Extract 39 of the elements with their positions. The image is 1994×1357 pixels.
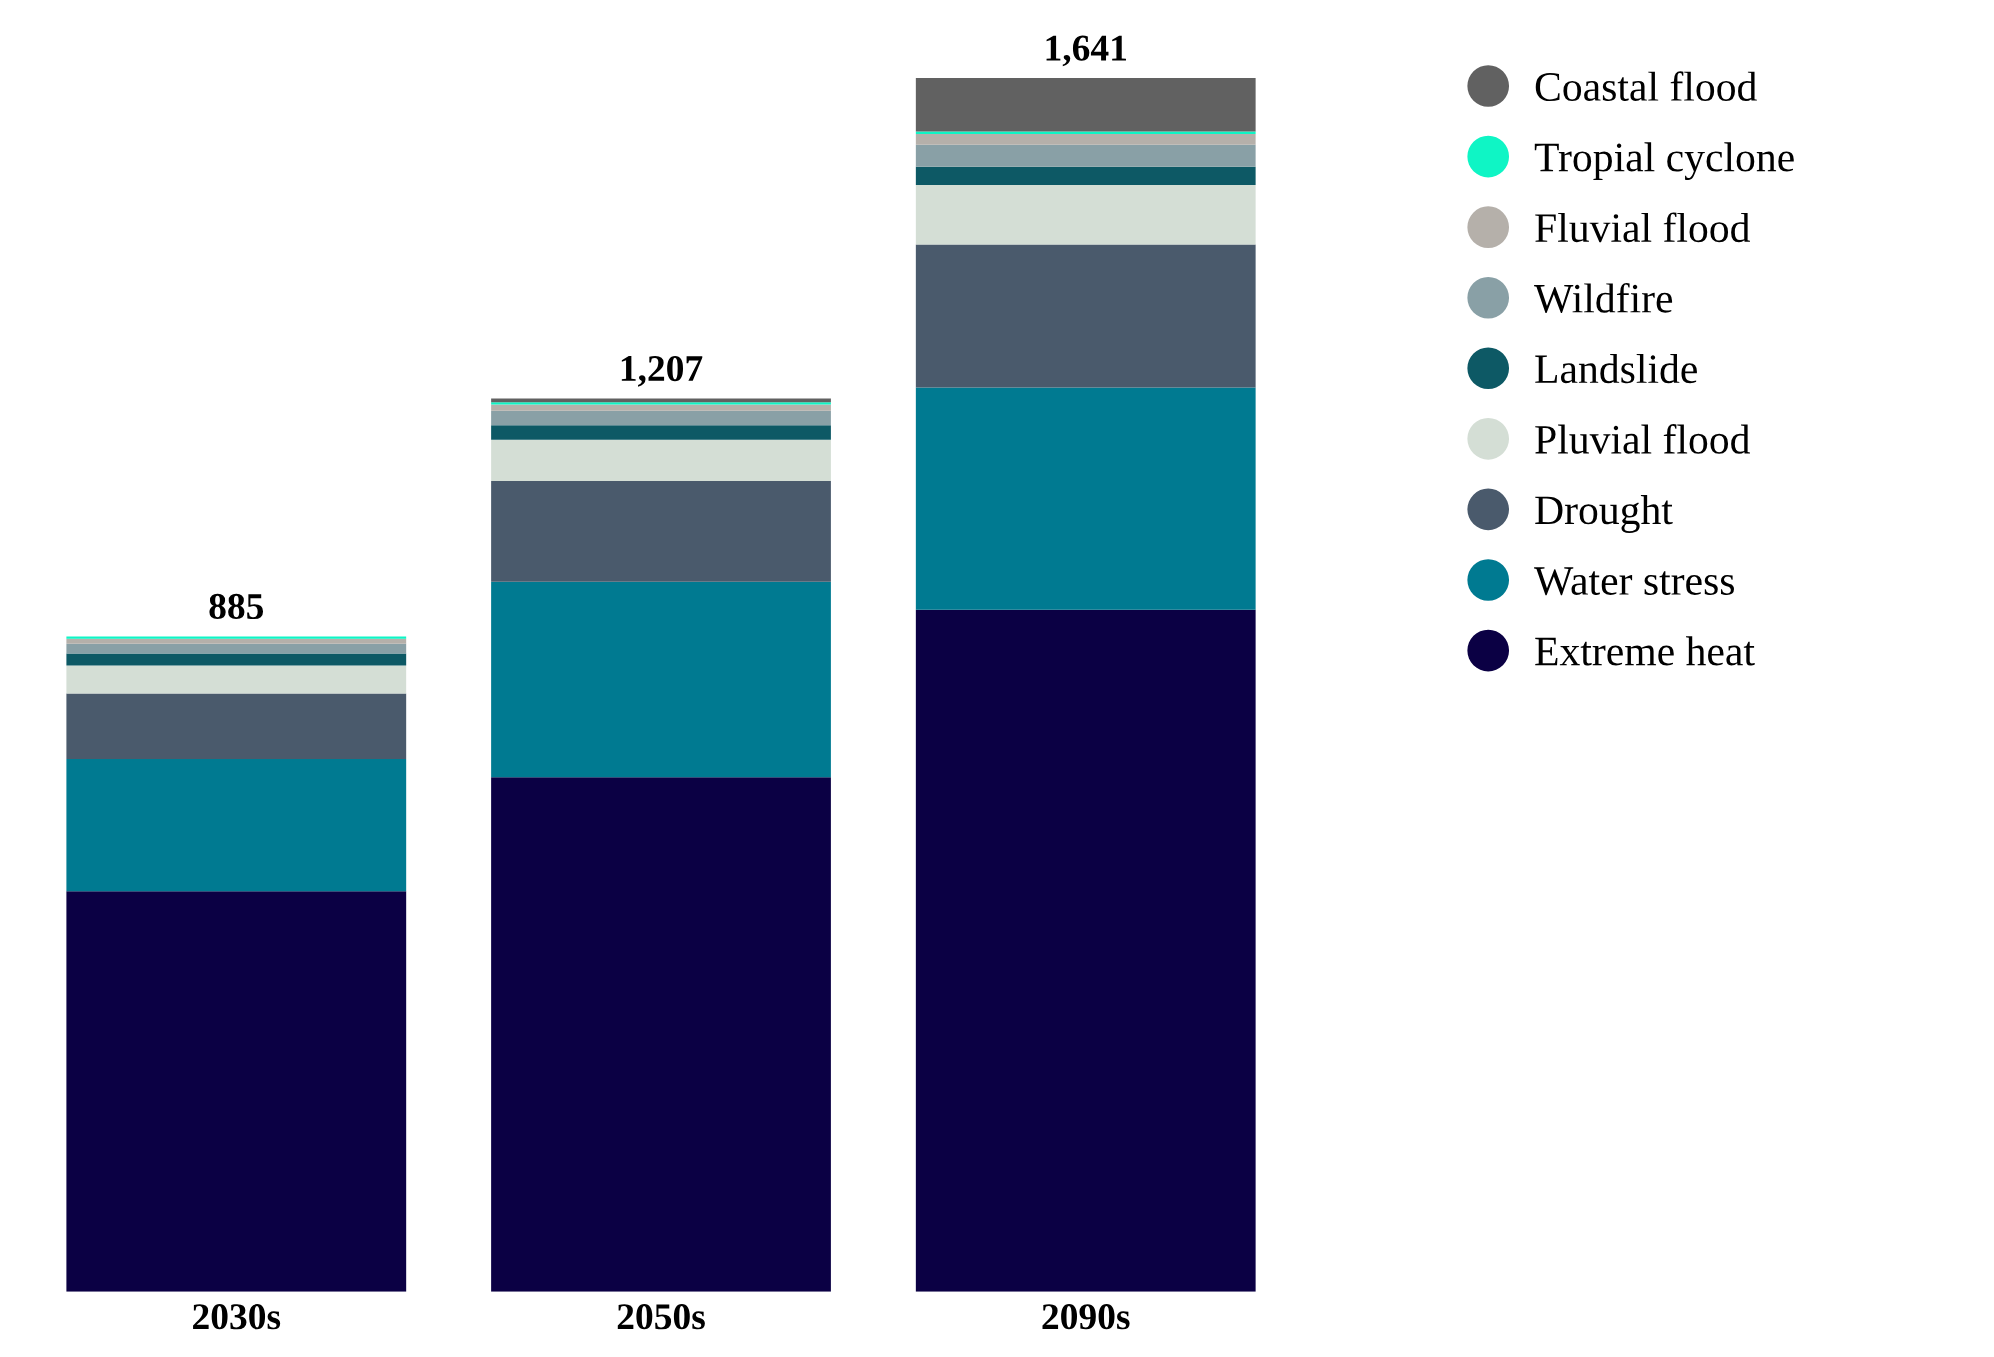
legend-label: Landslide: [1535, 353, 1697, 384]
bar: [66, 693, 407, 760]
bar: [66, 643, 407, 654]
bar: [66, 891, 407, 1292]
legend-label: Drought: [1535, 495, 1673, 533]
bar: [491, 481, 831, 582]
bar: [915, 144, 1256, 167]
annotation: 885: [209, 593, 264, 620]
legend-label: Tropial cyclone: [1534, 142, 1794, 181]
annotation: 1,207: [621, 355, 703, 387]
bar: [915, 78, 1256, 132]
bar: [491, 439, 831, 482]
x-tick-label: 2090s: [1042, 1304, 1130, 1330]
legend-label: Fluvial flood: [1535, 212, 1750, 243]
x-tick-label: 2030s: [193, 1304, 281, 1330]
bar: [915, 166, 1256, 185]
x-tick-label: 2050s: [617, 1304, 705, 1330]
bar: [491, 404, 831, 411]
bar: [66, 665, 407, 694]
bar: [491, 777, 831, 1292]
legend-label: Wildfire: [1534, 282, 1673, 313]
bar: [491, 581, 831, 778]
bar: [915, 184, 1256, 245]
bar: [66, 759, 407, 892]
bar: [915, 244, 1256, 388]
legend-label: Pluvial flood: [1535, 424, 1750, 454]
legend-label: Coastal flood: [1535, 71, 1757, 101]
bar: [66, 653, 407, 666]
bar: [491, 402, 831, 405]
bar: [915, 609, 1256, 1292]
bar: [491, 410, 831, 426]
bar: [66, 636, 407, 639]
bar: [915, 133, 1256, 145]
legend-label: Water stress: [1534, 567, 1734, 596]
annotation: 1,641: [1046, 35, 1126, 67]
bar: [915, 387, 1256, 610]
bar: [491, 425, 831, 440]
bar: [66, 638, 407, 644]
legend-label: Extreme heat: [1535, 636, 1755, 666]
